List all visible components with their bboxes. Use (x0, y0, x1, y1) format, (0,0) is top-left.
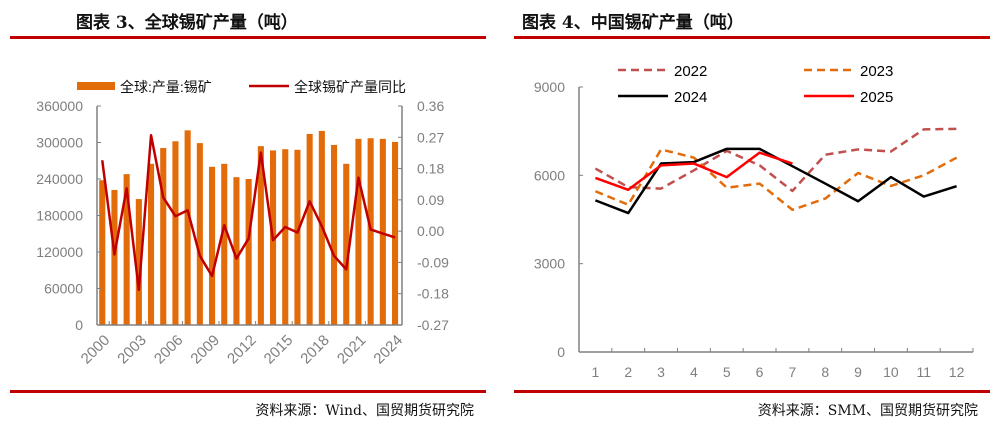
x-tick-label-2: 3 (657, 364, 665, 380)
x-tick-label-2: 5 (723, 364, 731, 380)
bar-2010 (221, 163, 228, 325)
x-tick-label: 2003 (114, 332, 150, 368)
right-source-rule (514, 390, 990, 393)
x-tick-label-2: 12 (949, 364, 965, 380)
legend-label-2023: 2023 (860, 63, 893, 80)
x-tick-label-2: 7 (789, 364, 797, 380)
legend-label-2024: 2024 (674, 89, 707, 106)
x-tick-label-2: 1 (592, 364, 600, 380)
bar-2022 (367, 138, 374, 325)
left-y-tick-label: 300000 (36, 135, 83, 151)
right-title-rule (514, 36, 990, 39)
x-tick-label-2: 8 (821, 364, 829, 380)
legend-swatch-bar (77, 82, 115, 90)
left-source-text: 资料来源：Wind、国贸期货研究院 (255, 403, 474, 419)
left-y-tick-label: 180000 (36, 208, 83, 224)
x-tick-label-2: 10 (883, 364, 899, 380)
right-y-tick-label: -0.27 (417, 317, 449, 333)
x-tick-label: 2000 (78, 332, 114, 368)
bar-2009 (208, 166, 216, 325)
left-y-tick-label: 0 (75, 317, 83, 333)
left-y-tick-label: 240000 (36, 171, 83, 187)
bar-2002 (123, 174, 130, 325)
right-y-tick-label: 0.09 (417, 192, 444, 208)
bar-2005 (160, 147, 167, 325)
y-tick-label-2: 0 (557, 344, 565, 360)
bar-2019 (330, 144, 338, 325)
bar-2023 (379, 138, 386, 325)
bar-2020 (343, 163, 350, 325)
bar-2017 (306, 133, 313, 325)
bar-2011 (233, 177, 240, 325)
left-source-rule (10, 390, 486, 393)
bar-2024 (391, 141, 399, 325)
bar-2008 (196, 143, 203, 325)
bar-2021 (355, 138, 362, 325)
bar-2003 (135, 199, 142, 325)
right-y-tick-label: 0.18 (417, 161, 444, 177)
bar-2015 (282, 149, 289, 325)
left-chart-title: 图表 3、全球锡矿产量（吨） (76, 13, 298, 33)
legend-label-line: 全球锡矿产量同比 (294, 79, 406, 95)
x-tick-label-2: 2 (624, 364, 632, 380)
line-2023 (594, 148, 958, 212)
legend-label-2025: 2025 (860, 89, 893, 106)
left-y-tick-label: 120000 (36, 244, 83, 260)
bar-2001 (111, 189, 118, 325)
left-title-rule (10, 36, 486, 39)
right-y-tick-label: 0.27 (417, 129, 444, 145)
x-tick-label: 2021 (334, 332, 370, 368)
left-y-tick-label: 60000 (44, 281, 83, 297)
y-tick-label-2: 3000 (534, 256, 565, 272)
right-chart-title: 图表 4、中国锡矿产量（吨） (522, 13, 744, 33)
x-tick-label-2: 4 (690, 364, 698, 380)
line-2022 (594, 127, 957, 193)
x-tick-label-2: 9 (854, 364, 862, 380)
right-y-tick-label: 0.36 (417, 98, 444, 114)
legend-label-bar: 全球:产量:锡矿 (120, 79, 212, 95)
y-tick-label-2: 9000 (534, 79, 565, 95)
bar-2013 (257, 146, 264, 325)
right-y-tick-label: 0.00 (417, 223, 444, 239)
left-y-tick-label: 360000 (36, 98, 83, 114)
right-source-text: 资料来源：SMM、国贸期货研究院 (757, 403, 978, 419)
x-tick-label-2: 6 (756, 364, 764, 380)
x-tick-label: 2024 (370, 332, 406, 368)
x-tick-label: 2015 (261, 332, 297, 368)
x-tick-label: 2012 (224, 332, 260, 368)
bar-2007 (184, 130, 191, 325)
right-y-tick-label: -0.18 (417, 286, 449, 302)
x-tick-label-2: 11 (916, 364, 931, 380)
x-tick-label: 2009 (187, 332, 223, 368)
bar-2000 (99, 180, 106, 325)
x-tick-label: 2006 (151, 332, 187, 368)
legend-label-2022: 2022 (674, 63, 707, 80)
y-tick-label-2: 6000 (534, 167, 565, 183)
right-y-tick-label: -0.09 (417, 254, 449, 270)
bar-2004 (147, 163, 155, 325)
bar-2006 (172, 141, 179, 325)
bar-2016 (294, 149, 301, 325)
bar-2012 (245, 179, 252, 325)
x-tick-label: 2018 (297, 332, 333, 368)
